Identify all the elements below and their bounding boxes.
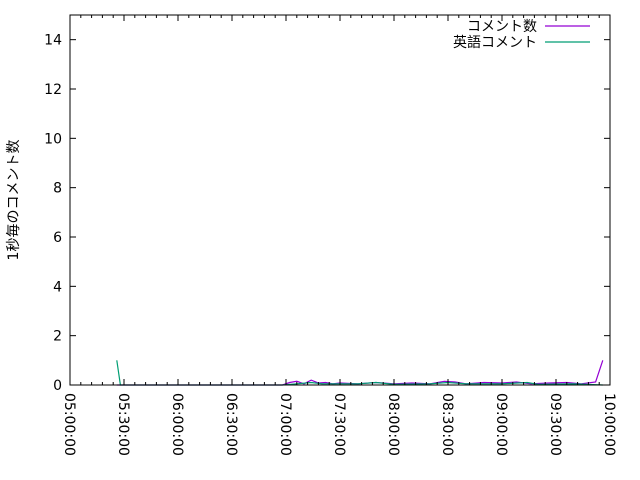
x-tick-label: 08:00:00 (385, 393, 401, 456)
y-axis-label: 1秒毎のコメント数 (6, 140, 22, 261)
x-tick-label: 07:00:00 (277, 393, 293, 456)
x-tick-label: 07:30:00 (331, 393, 347, 456)
y-tick-label: 10 (44, 131, 62, 147)
series-lines (116, 360, 604, 386)
y-tick-label: 12 (44, 82, 62, 98)
y-tick-label: 8 (53, 181, 62, 197)
y-tick-label: 0 (53, 378, 62, 394)
x-tick-label: 09:00:00 (493, 393, 509, 456)
axes: 0 2 4 6 8 10 12 14 05:00:00 05:30:00 06:00:00 06:30… (44, 14, 617, 456)
x-tick-label: 10:00:00 (601, 393, 617, 456)
y-tick-label: 14 (44, 33, 62, 49)
x-tick-label: 05:30:00 (115, 393, 131, 456)
series-line-1 (116, 360, 603, 386)
y-tick-label: 6 (53, 230, 62, 246)
y-tick-label: 2 (53, 329, 62, 345)
series-line-0 (116, 360, 604, 386)
legend-label: 英語コメント (453, 34, 537, 51)
y-tick-label: 4 (53, 279, 62, 295)
x-tick-label: 09:30:00 (547, 393, 563, 456)
x-tick-label: 06:30:00 (223, 393, 239, 456)
x-tick-label: 08:30:00 (439, 393, 455, 456)
legend-label: コメント数 (467, 19, 537, 35)
x-tick-label: 05:00:00 (61, 393, 77, 456)
x-tick-label: 06:00:00 (169, 393, 185, 456)
plot-border (69, 14, 611, 386)
